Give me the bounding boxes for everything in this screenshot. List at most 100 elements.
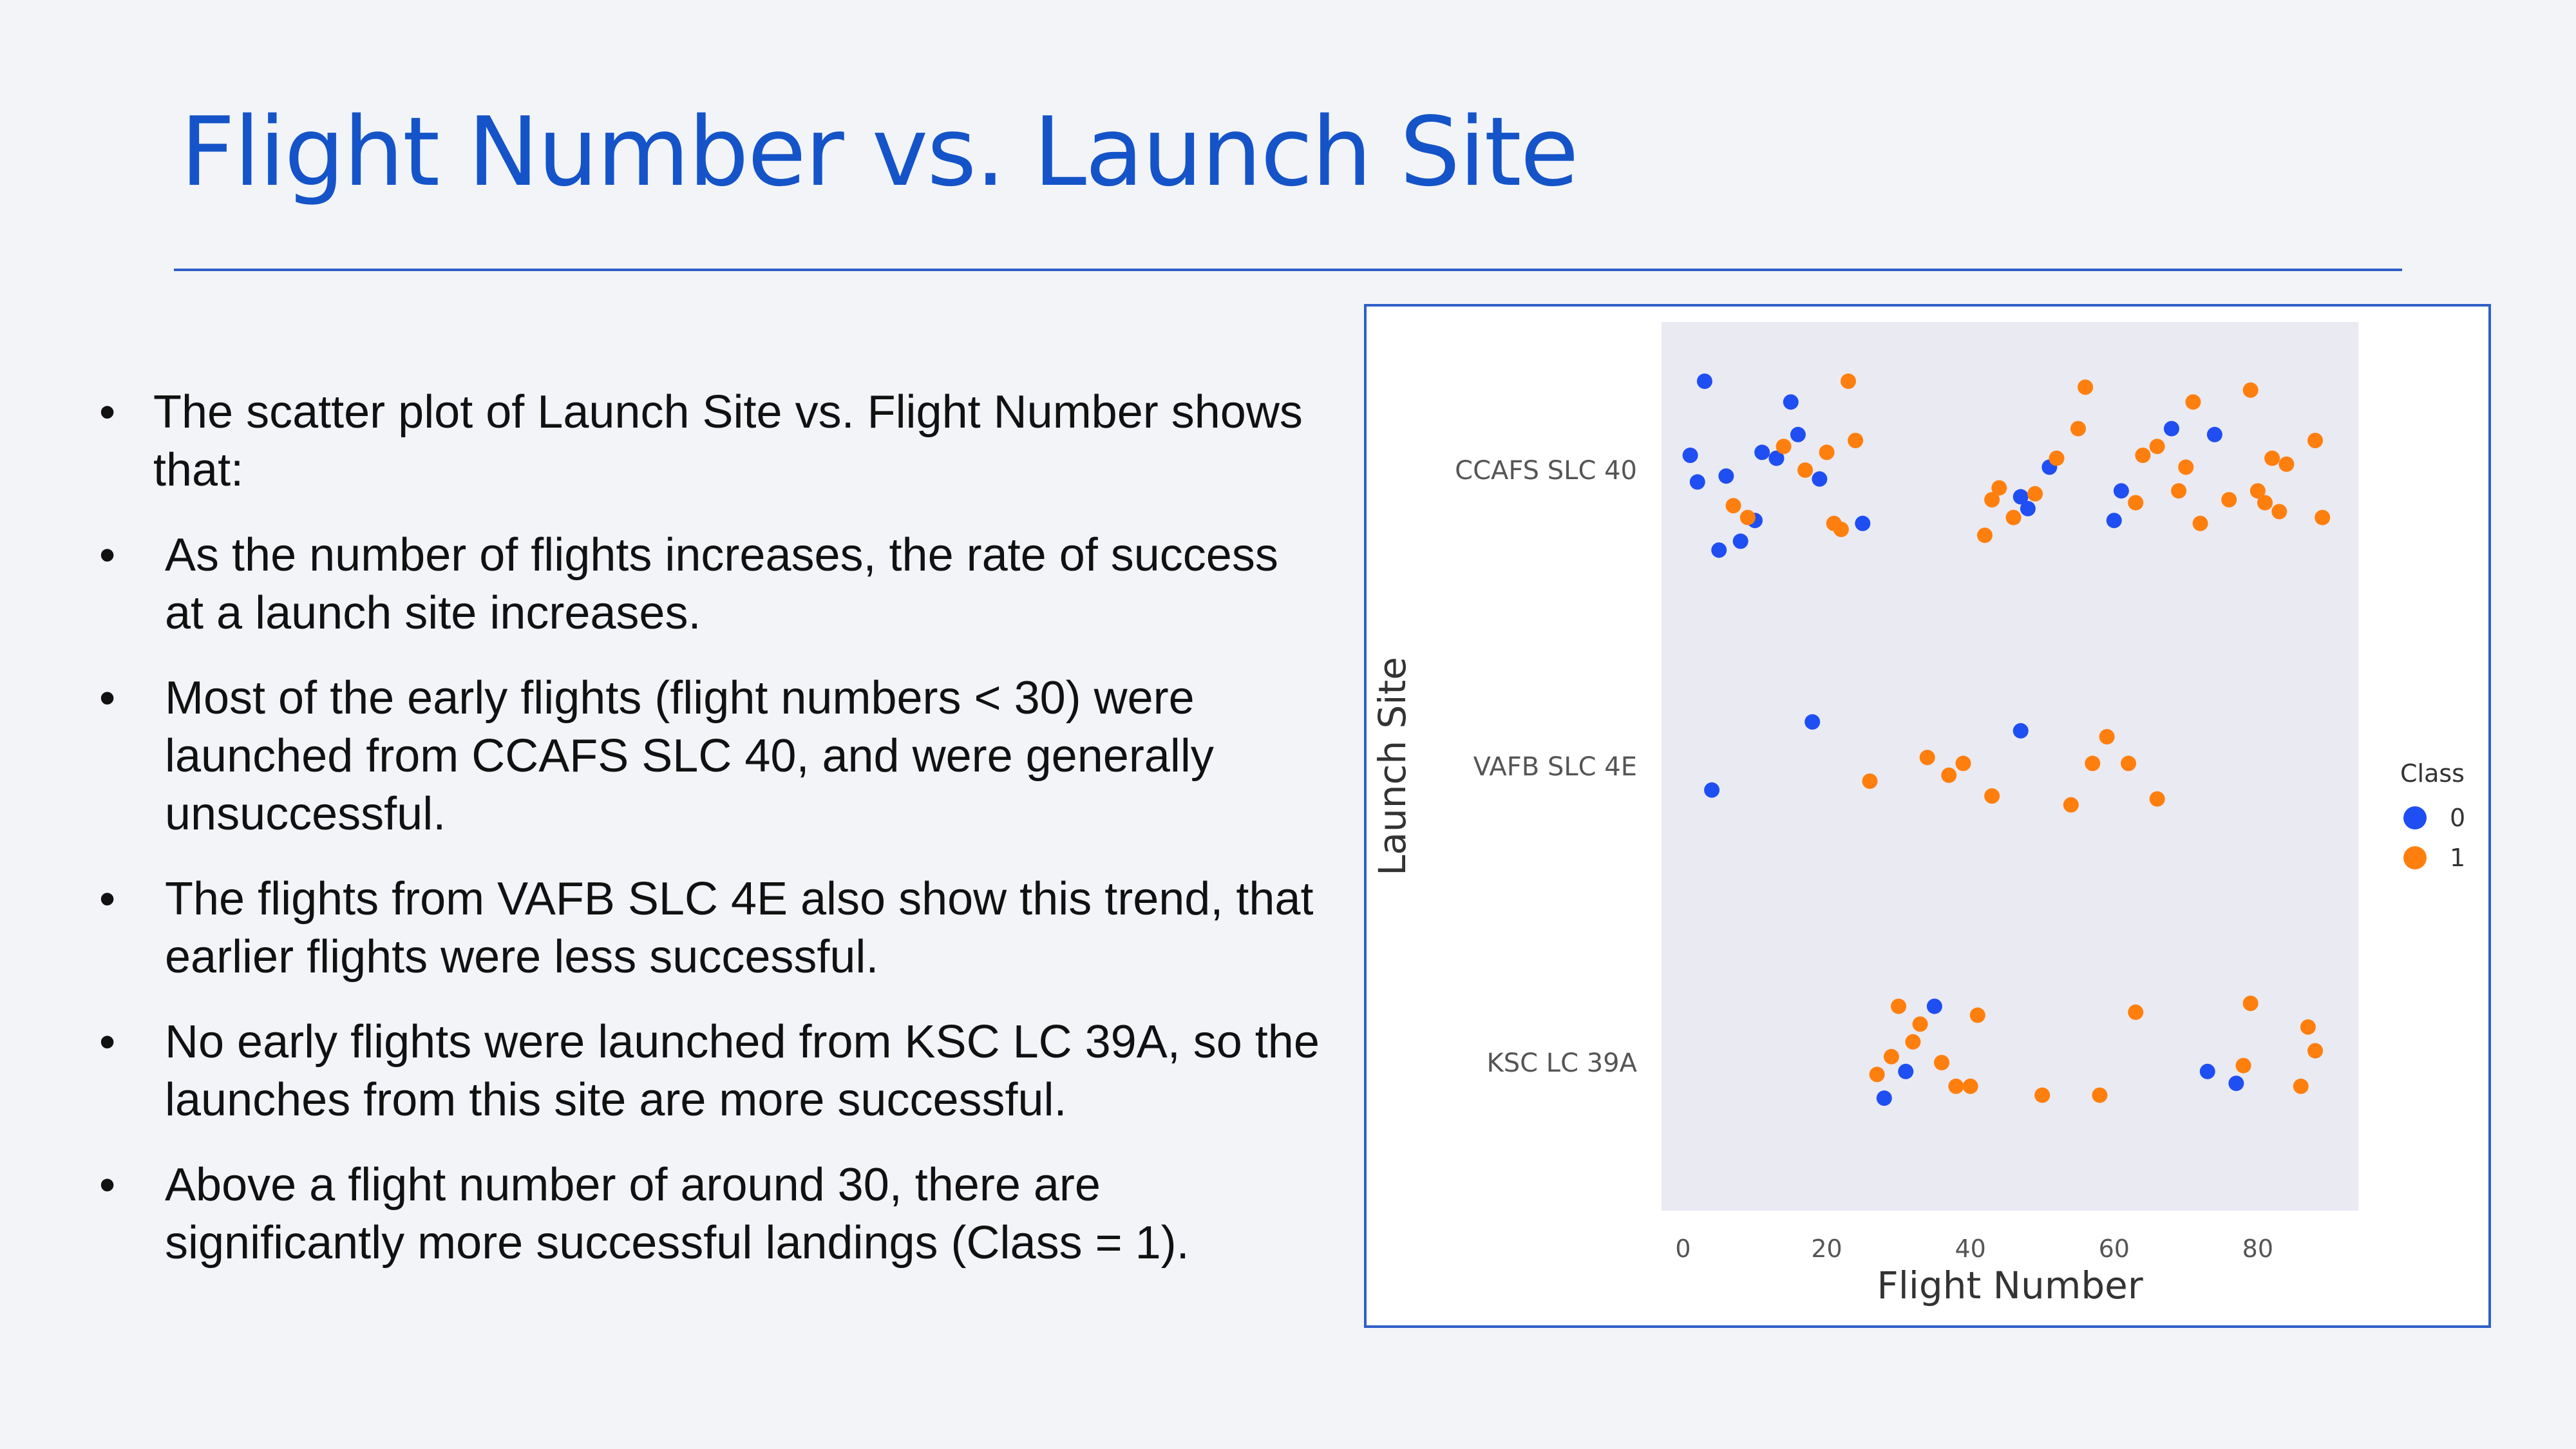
title-divider	[174, 269, 2402, 271]
scatter-point-class-1	[2257, 495, 2273, 511]
scatter-point-class-1	[2092, 1087, 2108, 1103]
scatter-point-class-1	[2192, 515, 2208, 531]
legend-title: Class	[2400, 759, 2465, 788]
scatter-point-class-0	[1783, 394, 1799, 410]
scatter-point-class-1	[1905, 1034, 1921, 1050]
scatter-point-class-1	[1912, 1016, 1928, 1032]
x-tick-label: 80	[2242, 1235, 2273, 1263]
scatter-point-class-1	[2070, 421, 2086, 437]
scatter-point-class-1	[2242, 382, 2259, 398]
y-category-label: KSC LC 39A	[1487, 1048, 1638, 1078]
scatter-point-class-0	[1768, 450, 1785, 466]
scatter-point-class-1	[2099, 729, 2115, 744]
scatter-point-class-1	[1984, 788, 2000, 804]
scatter-point-class-1	[2049, 450, 2065, 466]
scatter-point-class-1	[1991, 480, 2007, 496]
scatter-point-class-0	[2113, 483, 2129, 499]
slide-title: Flight Number vs. Launch Site	[180, 97, 1579, 207]
scatter-point-class-1	[1869, 1066, 1885, 1083]
x-tick-labels: 0 20 40 60 80	[1675, 1235, 2273, 1263]
scatter-point-class-1	[2278, 456, 2295, 472]
scatter-point-class-0	[1876, 1090, 1892, 1106]
scatter-point-class-1	[2249, 483, 2266, 499]
scatter-point-class-1	[2264, 450, 2280, 466]
scatter-point-class-1	[1955, 755, 1971, 772]
scatter-point-class-0	[2163, 421, 2179, 437]
scatter-point-class-1	[2315, 509, 2331, 526]
scatter-point-class-1	[2135, 448, 2151, 463]
scatter-point-class-0	[1812, 471, 1828, 487]
scatter-point-class-0	[1790, 426, 1806, 442]
scatter-point-class-1	[2005, 509, 2022, 526]
y-category-label: VAFB SLC 4E	[1473, 752, 1637, 782]
scatter-point-class-1	[2078, 379, 2094, 395]
scatter-point-class-1	[1883, 1048, 1899, 1065]
legend-label-class-1: 1	[2450, 844, 2465, 872]
scatter-point-class-0	[1855, 515, 1871, 531]
scatter-point-class-0	[2106, 513, 2122, 529]
scatter-point-class-1	[2235, 1057, 2251, 1074]
scatter-point-class-1	[2171, 483, 2187, 499]
scatter-point-class-0	[1718, 468, 1734, 484]
bullet-item: Above a flight number of around 30, ther…	[97, 1156, 1320, 1272]
scatter-point-class-1	[2128, 495, 2144, 511]
scatter-point-class-1	[1919, 750, 1935, 766]
scatter-point-class-1	[2027, 486, 2043, 502]
scatter-point-class-1	[1848, 433, 1864, 448]
scatter-point-class-1	[1819, 444, 1835, 460]
scatter-point-class-1	[1948, 1078, 1964, 1094]
scatter-point-class-0	[1926, 998, 1942, 1014]
x-axis-label: Flight Number	[1877, 1264, 2143, 1307]
scatter-point-class-1	[2085, 755, 2101, 772]
scatter-point-class-1	[2034, 1087, 2050, 1103]
scatter-point-class-1	[1969, 1007, 1985, 1023]
scatter-point-class-0	[2012, 723, 2029, 739]
legend-label-class-0: 0	[2450, 804, 2465, 832]
scatter-point-class-1	[1941, 767, 1957, 783]
scatter-point-class-0	[1704, 782, 1720, 798]
scatter-point-class-1	[1984, 492, 2000, 507]
scatter-point-class-1	[2128, 1004, 2144, 1020]
scatter-point-class-1	[1739, 509, 1756, 526]
scatter-point-class-1	[1841, 374, 1857, 389]
y-category-labels: CCAFS SLC 40 VAFB SLC 4E KSC LC 39A	[1455, 456, 1637, 1078]
chart-frame: 0 20 40 60 80 CCAFS SLC 40 VAFB SLC 4E KSC LC …	[1364, 304, 2491, 1328]
scatter-point-class-1	[1797, 462, 1814, 478]
scatter-points	[1682, 374, 2331, 1106]
scatter-point-class-1	[2221, 492, 2237, 507]
scatter-point-class-0	[2020, 500, 2036, 516]
scatter-point-class-0	[1689, 474, 1705, 490]
bullet-item: As the number of flights increases, the …	[97, 526, 1320, 642]
scatter-point-class-1	[1862, 773, 1878, 789]
scatter-point-class-0	[2206, 426, 2222, 442]
scatter-point-class-1	[2307, 433, 2324, 448]
bullet-item: The scatter plot of Launch Site vs. Flig…	[97, 383, 1320, 499]
bullet-item: No early flights were launched from KSC …	[97, 1013, 1320, 1129]
scatter-point-class-0	[2012, 489, 2029, 505]
scatter-point-class-1	[1976, 527, 1993, 544]
scatter-point-class-1	[1725, 498, 1741, 514]
scatter-point-class-1	[2149, 439, 2165, 455]
x-tick-label: 60	[2099, 1235, 2130, 1263]
scatter-point-class-1	[2271, 504, 2287, 520]
scatter-point-class-1	[1891, 998, 1907, 1014]
scatter-point-class-0	[1696, 374, 1712, 389]
scatter-point-class-1	[2185, 394, 2201, 410]
x-tick-label: 40	[1955, 1235, 1985, 1263]
legend-marker-class-1	[2403, 846, 2427, 869]
scatter-point-class-0	[1898, 1063, 1914, 1079]
scatter-point-class-1	[2293, 1078, 2309, 1094]
scatter-point-class-0	[1682, 448, 1698, 463]
y-category-label: CCAFS SLC 40	[1455, 456, 1637, 486]
scatter-point-class-1	[2242, 996, 2259, 1011]
scatter-point-class-1	[2063, 797, 2079, 813]
legend-marker-class-0	[2403, 806, 2427, 829]
scatter-point-class-0	[1804, 714, 1821, 730]
scatter-point-class-1	[2121, 755, 2137, 772]
scatter-point-class-1	[2149, 791, 2165, 807]
x-tick-label: 20	[1811, 1235, 1842, 1263]
y-axis-label: Launch Site	[1370, 657, 1414, 876]
scatter-point-class-0	[1732, 533, 1748, 549]
scatter-point-class-1	[2300, 1019, 2316, 1035]
bullet-list: The scatter plot of Launch Site vs. Flig…	[97, 383, 1320, 1299]
